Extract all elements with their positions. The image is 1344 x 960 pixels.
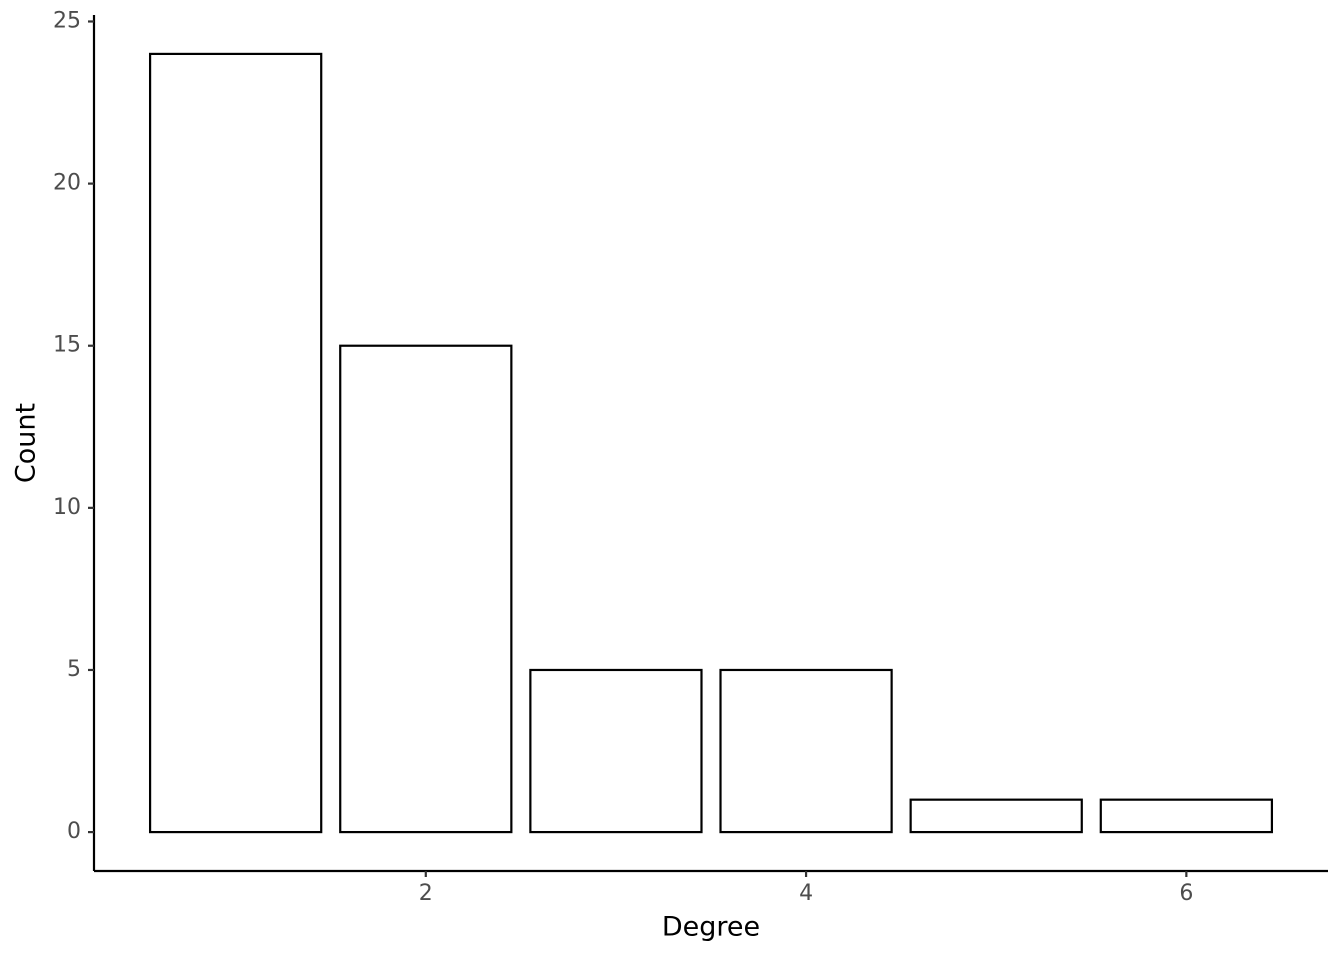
bar [909, 798, 1083, 834]
y-tick-label: 10 [53, 495, 81, 520]
bar [339, 344, 513, 834]
x-axis-title: Degree [662, 912, 760, 943]
x-tick-label: 6 [1179, 881, 1193, 906]
bar [529, 668, 703, 834]
y-axis-title: Count [11, 403, 42, 483]
bar [719, 668, 893, 834]
y-tick-label: 20 [53, 171, 81, 196]
x-tick-label: 4 [799, 881, 813, 906]
bar [148, 52, 323, 834]
y-tick-label: 5 [67, 657, 81, 682]
bar [1099, 798, 1274, 834]
y-tick-label: 25 [53, 8, 81, 33]
x-tick-label: 2 [419, 881, 433, 906]
y-tick-label: 0 [67, 819, 81, 844]
y-tick-label: 15 [53, 333, 81, 358]
